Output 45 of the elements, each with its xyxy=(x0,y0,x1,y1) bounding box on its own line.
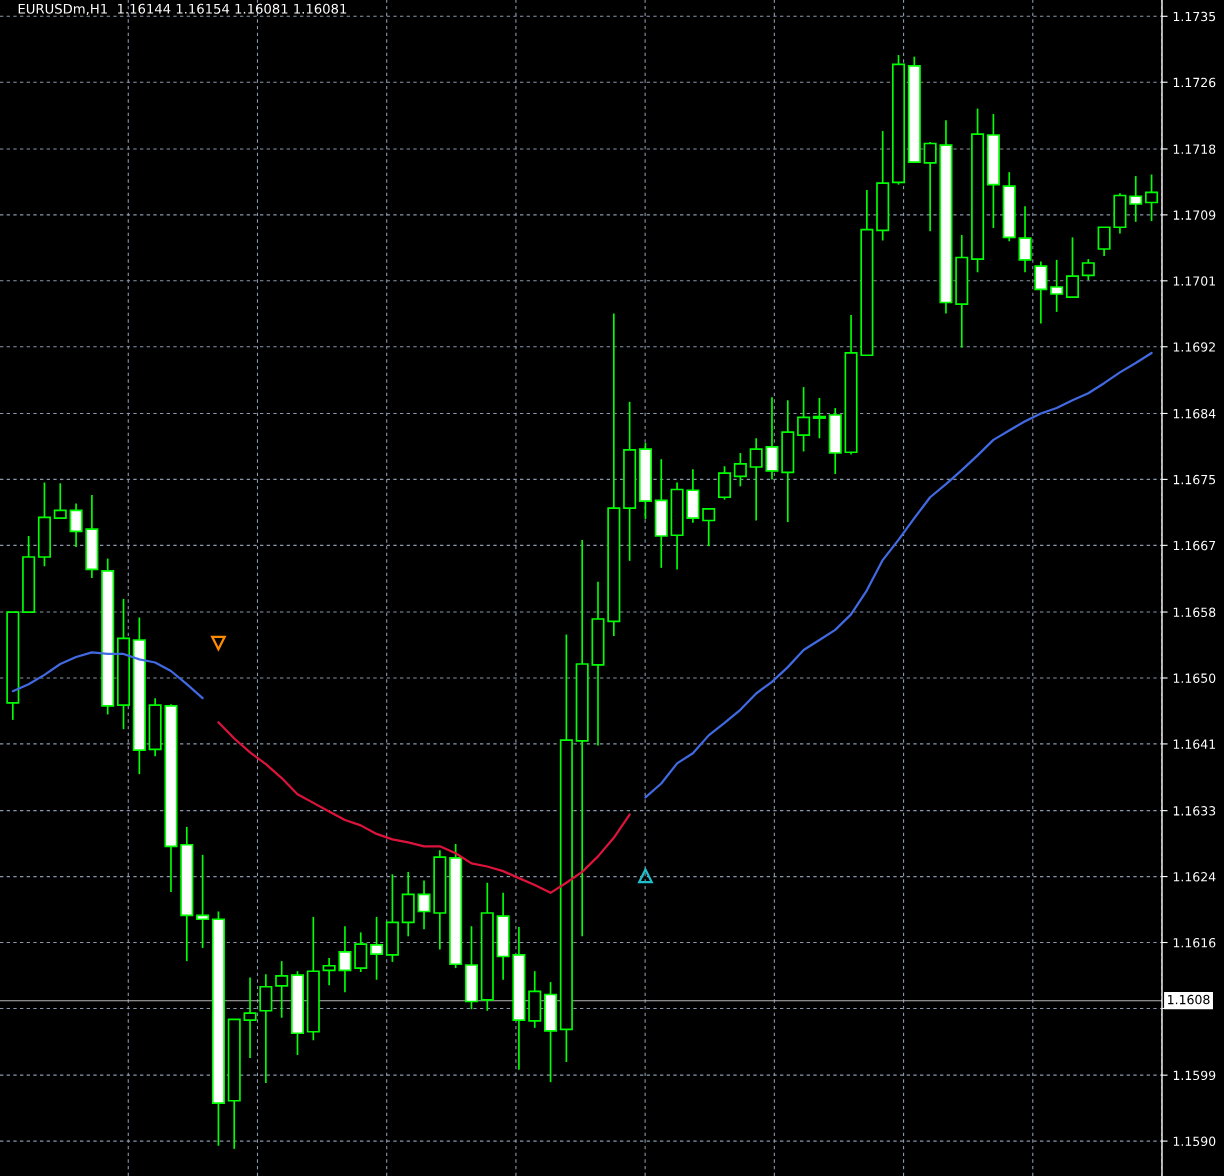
candlestick xyxy=(196,854,210,949)
candlestick xyxy=(322,957,336,987)
candlestick xyxy=(1081,258,1095,281)
candlestick xyxy=(1034,260,1048,325)
y-tick-label: 1.1718 xyxy=(1173,144,1216,154)
candlestick xyxy=(243,976,257,1059)
candlestick xyxy=(812,397,826,440)
candlestick xyxy=(69,502,83,548)
y-tick-label: 1.1633 xyxy=(1173,806,1216,816)
y-tick-label: 1.1616 xyxy=(1173,937,1216,948)
candlestick xyxy=(1129,175,1143,223)
candlestick xyxy=(923,141,937,233)
y-tick-label: 1.1667 xyxy=(1173,540,1216,551)
candlestick xyxy=(749,437,763,522)
candlestick xyxy=(702,508,716,547)
y-tick-label: 1.1675 xyxy=(1173,474,1216,485)
candlestick xyxy=(417,879,431,931)
y-tick-label: 1.1735 xyxy=(1173,11,1216,22)
candlestick xyxy=(797,386,811,453)
candlestick xyxy=(733,452,747,488)
ref-line-label: 1.1608 xyxy=(1168,994,1210,1005)
y-tick-label: 1.1701 xyxy=(1173,276,1215,286)
line-series xyxy=(11,651,204,700)
y-tick-label: 1.1599 xyxy=(1173,1070,1216,1081)
line-series xyxy=(644,351,1153,799)
candlestick xyxy=(1050,259,1064,313)
y-tick-label: 1.1641 xyxy=(1173,739,1215,749)
line-series xyxy=(217,721,631,894)
candlestick xyxy=(275,960,289,1019)
y-tick-label: 1.1650 xyxy=(1173,673,1216,683)
chart-title: EURUSDm,H1 1.16144 1.16154 1.16081 1.16081 xyxy=(18,3,347,16)
candlestick xyxy=(338,925,352,993)
candlestick xyxy=(53,482,67,520)
y-tick-label: 1.1692 xyxy=(1173,342,1215,352)
candlestick xyxy=(1065,236,1080,298)
y-tick-label: 1.1726 xyxy=(1173,77,1216,88)
candlestick xyxy=(1097,226,1111,257)
y-tick-label: 1.1590 xyxy=(1173,1136,1216,1147)
candlestick xyxy=(1145,173,1159,222)
y-tick-label: 1.1684 xyxy=(1173,408,1216,419)
candlestick xyxy=(1018,205,1032,274)
y-tick-label: 1.1624 xyxy=(1173,872,1216,882)
y-tick-label: 1.1658 xyxy=(1173,607,1216,617)
y-tick-label: 1.1709 xyxy=(1173,210,1216,220)
candlestick xyxy=(370,916,384,981)
